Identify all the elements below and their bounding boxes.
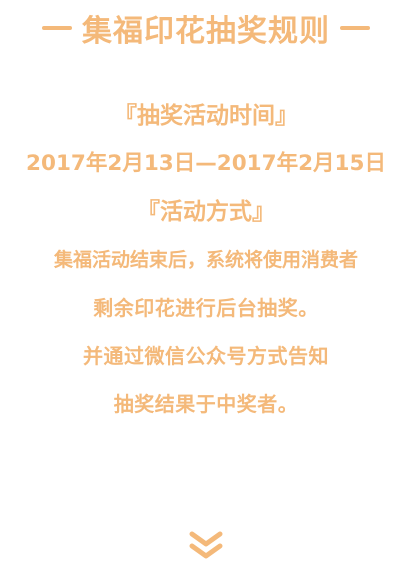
method-line-1: 集福活动结束后，系统将使用消费者	[53, 249, 358, 271]
method-line-4: 抽奖结果于中奖者。	[113, 392, 299, 416]
page-title: 集福印花抽奖规则	[82, 14, 330, 49]
title-dash-left	[42, 26, 72, 30]
rules-body: 『抽奖活动时间』 2017年2月13日—2017年2月15日 『活动方式』 集福…	[0, 92, 412, 428]
double-chevron-down-icon[interactable]	[186, 528, 226, 564]
method-line-2: 剩余印花进行后台抽奖。	[93, 296, 319, 320]
method-line-3: 并通过微信公众号方式告知	[83, 344, 329, 368]
title-dash-right	[340, 26, 370, 30]
time-heading: 『抽奖活动时间』	[114, 103, 298, 129]
title-row: 集福印花抽奖规则	[0, 6, 412, 50]
time-range: 2017年2月13日—2017年2月15日	[26, 151, 386, 176]
method-heading: 『活动方式』	[137, 199, 275, 225]
